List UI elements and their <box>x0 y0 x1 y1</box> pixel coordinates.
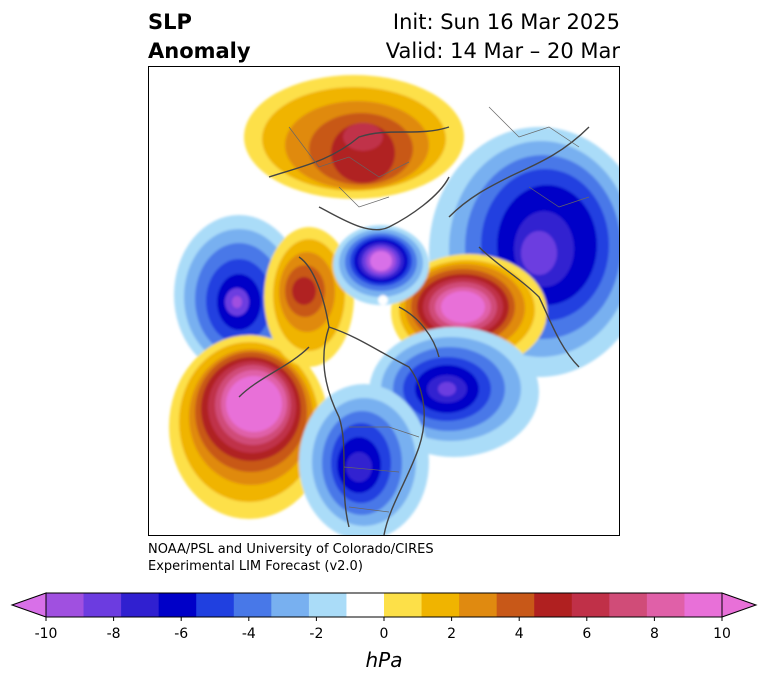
colorbar-tick-label: 2 <box>447 626 456 642</box>
colorbar-tick-label: -6 <box>174 626 188 642</box>
anomaly-map <box>169 75 619 535</box>
colorbar-bin <box>571 593 610 617</box>
colorbar-bin <box>346 593 385 617</box>
map-panel <box>148 66 620 536</box>
init-date: Init: Sun 16 Mar 2025 <box>392 10 620 34</box>
colorbar-bin <box>271 593 310 617</box>
colorbar: -10 -8 -6 -4 -2 0 2 4 6 8 10 <box>10 592 758 642</box>
colorbar-bin <box>46 593 85 617</box>
credit-text: NOAA/PSL and University of Colorado/CIRE… <box>148 541 434 575</box>
colorbar-tick-label: 0 <box>380 626 389 642</box>
political-borders <box>288 106 590 513</box>
title-right: Init: Sun 16 Mar 2025 Valid: 14 Mar – 20… <box>386 8 620 66</box>
colorbar-bin <box>421 593 460 617</box>
north-america-low <box>299 384 429 535</box>
colorbar-tick-label: -10 <box>35 626 58 642</box>
colorbar-bin <box>308 593 347 617</box>
colorbar-bin <box>646 593 685 617</box>
colorbar-tick-label: -4 <box>242 626 256 642</box>
colorbar-tick-label: 4 <box>515 626 524 642</box>
colorbar-bin <box>496 593 535 617</box>
colorbar-bin <box>609 593 648 617</box>
colorbar-tick-label: -8 <box>107 626 121 642</box>
colorbar-tick-label: -2 <box>309 626 323 642</box>
credit-line-2: Experimental LIM Forecast (v2.0) <box>148 559 363 574</box>
colorbar-arrow-min <box>10 592 47 618</box>
valid-range: Valid: 14 Mar – 20 Mar <box>385 39 620 63</box>
north-pacific-high <box>169 335 329 519</box>
colorbar-bin <box>684 593 723 617</box>
arctic-low <box>333 225 429 305</box>
pole-marker <box>378 295 388 305</box>
colorbar-tick-label: 6 <box>582 626 591 642</box>
colorbar-bin <box>158 593 197 617</box>
anomaly-field <box>169 75 619 535</box>
colorbar-arrow-max <box>721 592 758 618</box>
credit-line-1: NOAA/PSL and University of Colorado/CIRE… <box>148 542 434 557</box>
colorbar-bins <box>10 592 758 618</box>
title-variable: SLP <box>148 10 192 34</box>
colorbar-tick-label: 10 <box>713 626 731 642</box>
coastlines <box>238 126 590 535</box>
colorbar-bin <box>534 593 573 617</box>
colorbar-unit-label: hPa <box>365 648 403 672</box>
east-asia-high <box>244 75 464 199</box>
title-field: Anomaly <box>148 39 251 63</box>
colorbar-bin <box>233 593 272 617</box>
title-left: SLP Anomaly <box>148 8 251 66</box>
colorbar-ticks: -10 -8 -6 -4 -2 0 2 4 6 8 10 <box>35 617 731 642</box>
colorbar-tick-label: 8 <box>650 626 659 642</box>
colorbar-bin <box>384 593 423 617</box>
colorbar-bin <box>459 593 498 617</box>
colorbar-bin <box>121 593 160 617</box>
colorbar-bin <box>196 593 235 617</box>
colorbar-bin <box>83 593 122 617</box>
